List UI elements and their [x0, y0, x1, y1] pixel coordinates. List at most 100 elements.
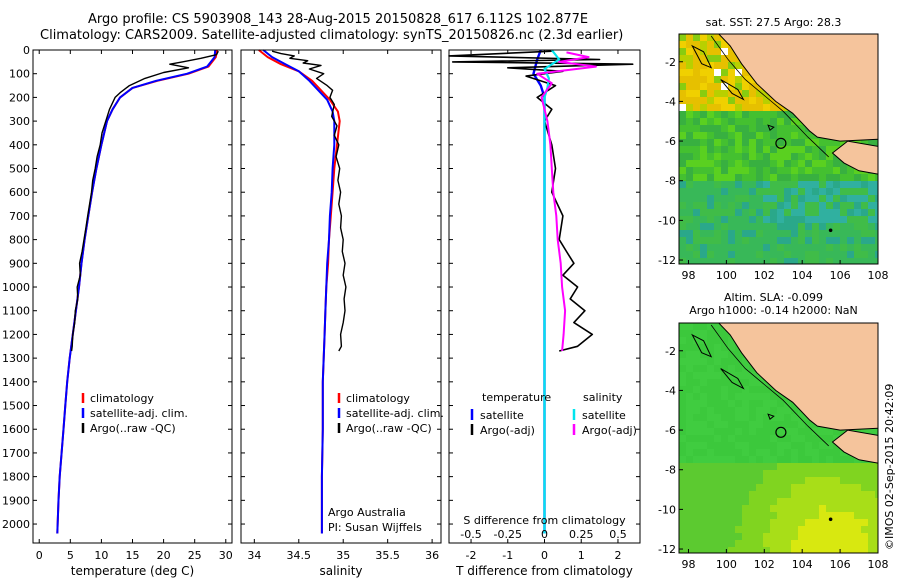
map_sla-cell [707, 358, 714, 365]
map_sla-cell [693, 358, 700, 365]
map_sla-cell [686, 484, 693, 491]
map_sst-cell [742, 132, 749, 139]
map_sla-cell [763, 421, 770, 428]
map_sla-cell [833, 484, 840, 491]
difference-legend-label: Argo(-adj) [480, 424, 535, 437]
map_sla-cell [756, 393, 763, 400]
map_sla-cell [770, 386, 777, 393]
map_sla-cell [763, 449, 770, 456]
map_sla-cell [756, 477, 763, 484]
map_sla-cell [868, 463, 875, 470]
map_sst-cell [749, 237, 756, 244]
map_sla-cell [798, 547, 805, 553]
map_sla-cell [819, 526, 826, 533]
attribution-line-2: PI: Susan Wijffels [328, 521, 422, 534]
map_sla-cell [777, 540, 784, 547]
map_sla-cell [805, 421, 812, 428]
map_sst-cell [798, 209, 805, 216]
map_sla-cell [728, 414, 735, 421]
map_sst-cell [714, 146, 721, 153]
map_sst-cell [707, 83, 714, 90]
map_sla-cell [721, 547, 728, 553]
map_sst-cell [770, 181, 777, 188]
map_sla-cell [861, 540, 868, 547]
map_sst-cell [749, 125, 756, 132]
map_sst-cell [763, 97, 770, 104]
map_sst-cell [686, 41, 693, 48]
map_sst-cell [756, 97, 763, 104]
map_sla-cell [749, 414, 756, 421]
map_sst-cell [875, 188, 878, 195]
map_sst-cell [707, 174, 714, 181]
map_sst-cell [875, 244, 878, 251]
map_sla-cell [693, 393, 700, 400]
map_sla-cell [868, 526, 875, 533]
difference-legend-header-salinity: salinity [583, 391, 623, 404]
map_sla-cell [735, 358, 742, 365]
map_sst-cell [875, 237, 878, 244]
map_sla-cell [728, 498, 735, 505]
map_sst-cell [826, 139, 833, 146]
map_sst-cell [686, 118, 693, 125]
map_sla-cell [791, 449, 798, 456]
map_sla-cell [679, 498, 686, 505]
map_sla-cell [707, 365, 714, 372]
map_sst-cell [728, 76, 735, 83]
map_sst-cell [840, 181, 847, 188]
map_sst-cell [833, 174, 840, 181]
map_sla-cell [826, 456, 833, 463]
map_sst-cell [819, 167, 826, 174]
map_sla-cell [805, 456, 812, 463]
map_sla-cell [686, 414, 693, 421]
map_sla-cell [707, 379, 714, 386]
map_sst-cell [770, 223, 777, 230]
map_sla-cell [812, 449, 819, 456]
map_sla-cell [679, 379, 686, 386]
map_sst-cell [679, 125, 686, 132]
map_sla-cell [749, 505, 756, 512]
map_sla-cell [707, 512, 714, 519]
map_sla-cell [784, 400, 791, 407]
map_sst-cell [693, 195, 700, 202]
map_sla-cell [700, 330, 707, 337]
map_sla-cell [742, 456, 749, 463]
map_sla-cell [756, 540, 763, 547]
map_sla-cell [826, 428, 833, 435]
map_sla-cell [728, 456, 735, 463]
map_sst-cell [805, 153, 812, 160]
map_sla-cell [686, 498, 693, 505]
map_sla-cell [721, 484, 728, 491]
salinity-legend-label: satellite-adj. clim. [346, 407, 444, 420]
map_sla-cell [693, 421, 700, 428]
map_sst-cell [686, 34, 693, 41]
map_sst-cell [770, 209, 777, 216]
map_sst-cell [812, 174, 819, 181]
map_sst-cell [728, 146, 735, 153]
map_sst-cell [826, 258, 833, 264]
map_sst-cell [735, 146, 742, 153]
map_sst-cell [798, 244, 805, 251]
map_sst-cell [770, 230, 777, 237]
map_sla-cell [714, 337, 721, 344]
map_sla-cell [875, 519, 878, 526]
map_sst-cell [784, 209, 791, 216]
map_sst-cell [693, 167, 700, 174]
depth-tick-label: 1600 [2, 423, 30, 436]
map_sst-cell [812, 244, 819, 251]
map_sla-cell [854, 498, 861, 505]
map_sla-cell [875, 533, 878, 540]
map_sla-cell [742, 428, 749, 435]
map_sst-cell [861, 181, 868, 188]
map_sst-cell [819, 146, 826, 153]
map_sla-cell [686, 407, 693, 414]
map_sla-cell [763, 428, 770, 435]
map_sst-cell [861, 230, 868, 237]
map_sla-cell [756, 442, 763, 449]
map_sst-cell [693, 118, 700, 125]
depth-tick-label: 800 [9, 234, 30, 247]
map_sst-cell [749, 97, 756, 104]
map_sst-cell [791, 195, 798, 202]
map_sst-cell [679, 41, 686, 48]
map_sst-cell [749, 104, 756, 111]
map_sla-cell [805, 498, 812, 505]
